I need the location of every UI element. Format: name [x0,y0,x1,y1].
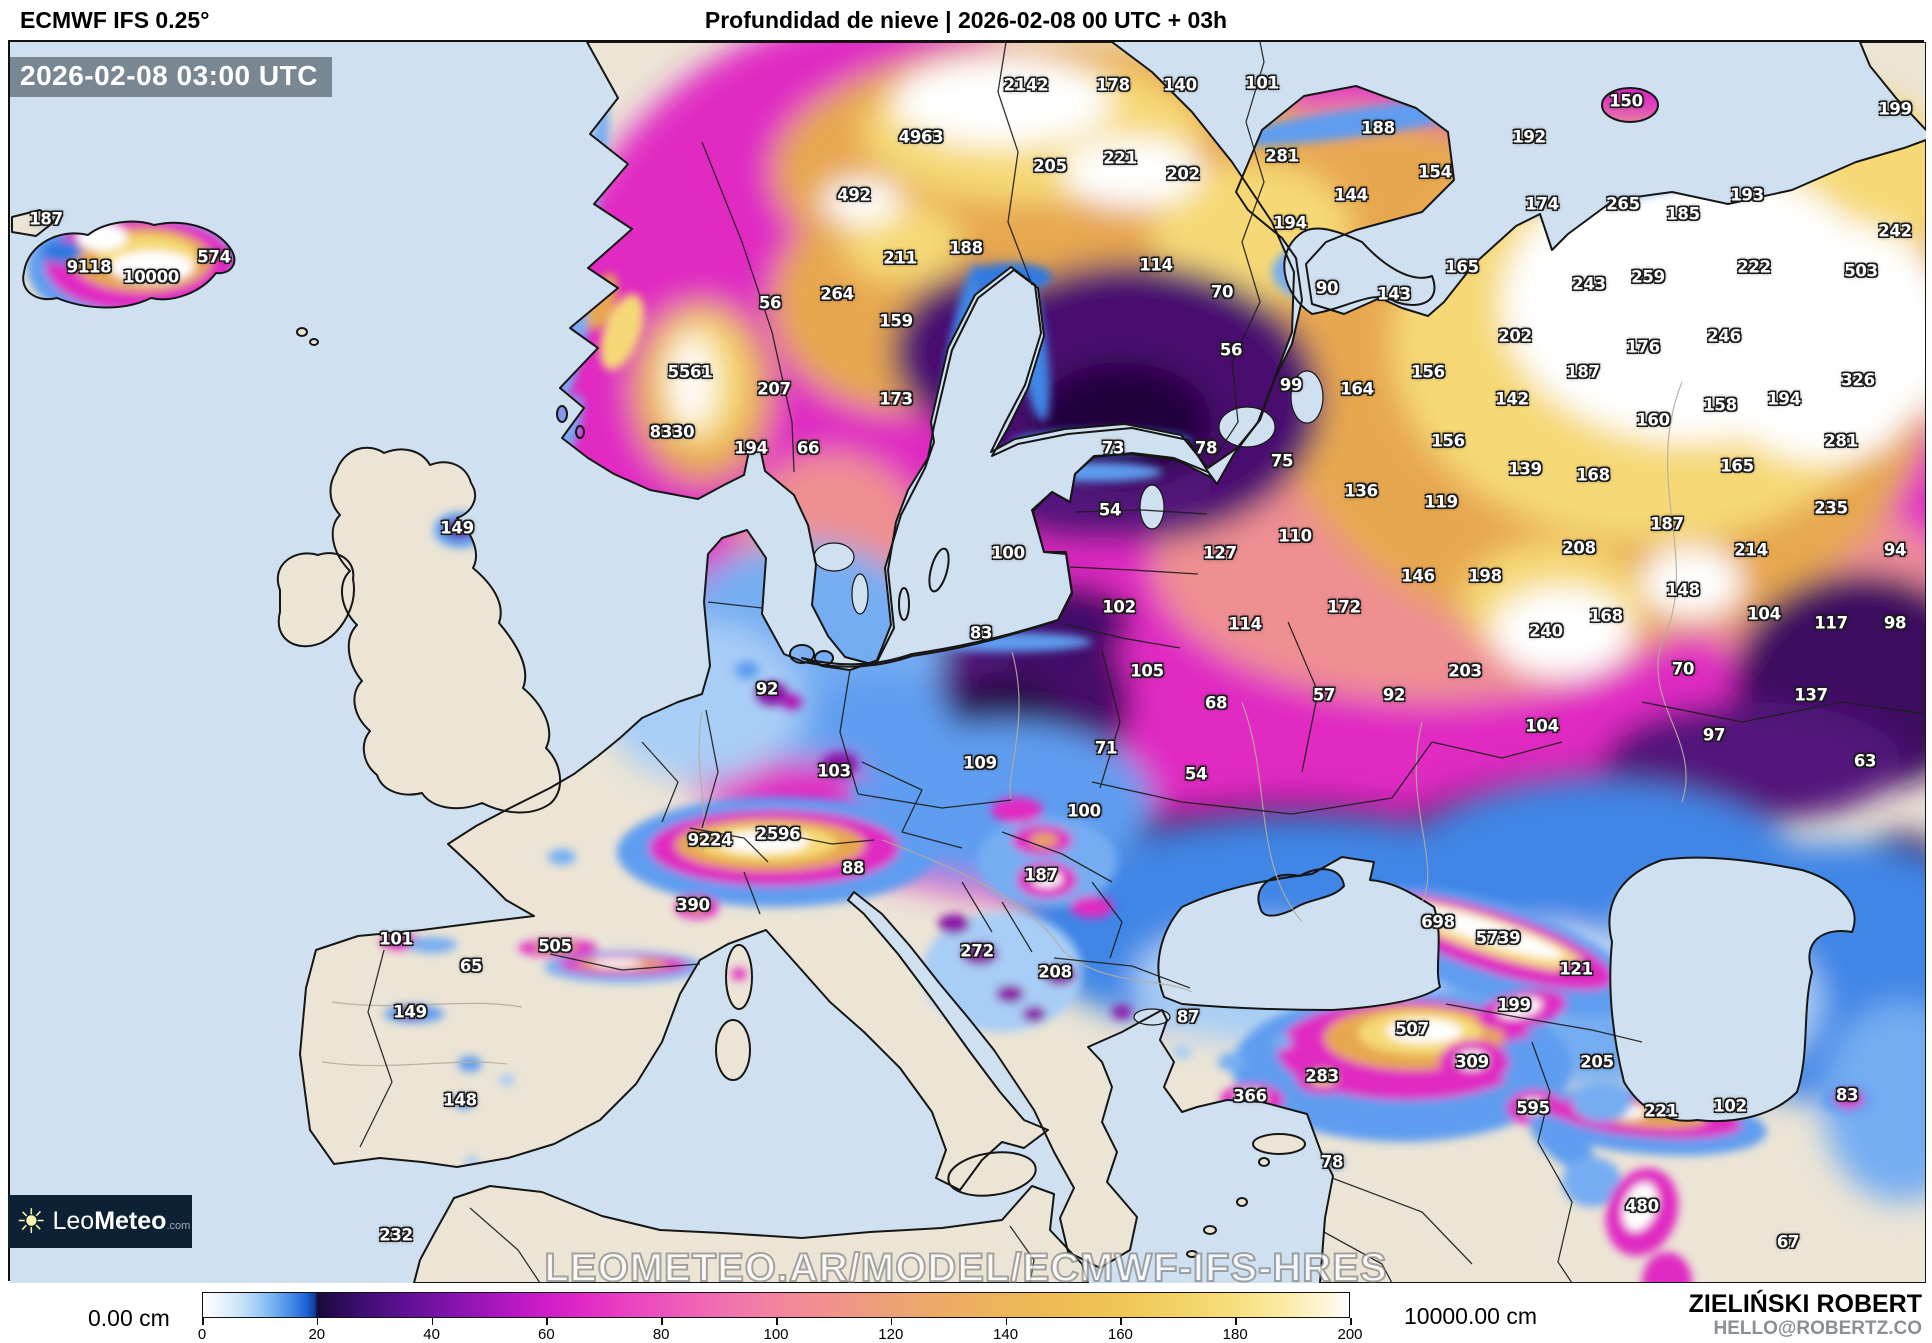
watermark: LEOMETEO.AR/MODEL/ECMWF-IFS-HRES [543,1245,1388,1291]
country-borders [359,42,1926,1283]
colorbar-tick [1235,1318,1237,1325]
colorbar-max-label: 10000.00 cm [1404,1303,1537,1329]
model-title: ECMWF IFS 0.25° [20,7,210,33]
colorbar-tick-label: 20 [308,1326,326,1343]
colorbar-tick-label: 40 [423,1326,440,1343]
colorbar-tick [316,1318,319,1325]
colorbar-tick-label: 200 [1337,1326,1363,1343]
rivers [321,381,1687,1067]
colorbar-tick [1120,1318,1122,1325]
colorbar-tick [546,1318,548,1325]
colorbar-tick-label: 0 [197,1326,207,1343]
colorbar-tick [661,1318,663,1325]
colorbar-tick-label: 60 [538,1326,555,1343]
timestamp-badge: 2026-02-08 03:00 UTC [10,57,332,97]
colorbar-tick-label: 100 [763,1326,789,1343]
colorbar-tick [776,1318,778,1325]
credit-email: HELLO@ROBERTZ.CO [1713,1318,1922,1339]
snow-depth-field [10,42,1926,1283]
europe-snow-map [10,42,1926,1283]
weather-map [8,40,1926,1283]
colorbar-tick [890,1318,893,1325]
colorbar-gradient [203,1293,1349,1317]
colorbar-tick-label: 160 [1107,1326,1133,1343]
leometeo-logo: ☀ LeoMeteo.com [8,1195,192,1248]
credit-name: ZIELIŃSKI ROBERT [1688,1290,1922,1318]
colorbar-min-label: 0.00 cm [88,1305,170,1331]
colorbar [202,1292,1350,1318]
colorbar-tick [1350,1318,1352,1325]
colorbar-tick-label: 80 [652,1326,670,1343]
colorbar-tick [431,1318,434,1325]
colorbar-tick-label: 140 [993,1326,1019,1343]
colorbar-tick [202,1318,204,1325]
colorbar-tick-label: 120 [878,1326,904,1343]
sun-icon: ☀ [16,1202,47,1241]
colorbar-tick [1005,1318,1008,1325]
page-title: Profundidad de nieve | 2026-02-08 00 UTC… [704,7,1228,33]
logo-text: LeoMeteo.com [52,1207,191,1235]
colorbar-tick-label: 180 [1222,1326,1248,1343]
